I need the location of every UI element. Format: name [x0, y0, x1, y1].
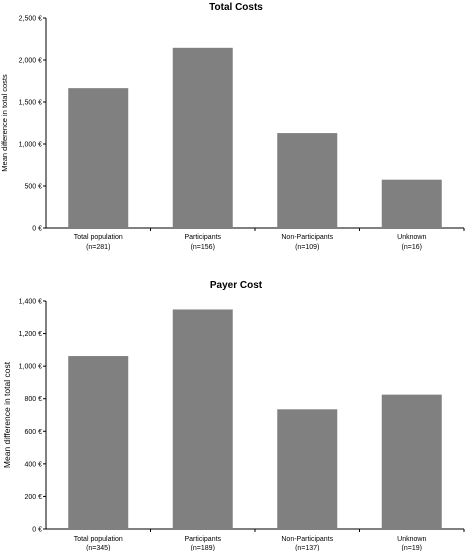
bar-unknown [381, 179, 442, 228]
bar-total-population [68, 88, 129, 228]
x-tick-sublabel: (n=189) [191, 545, 215, 551]
x-tick-label: Unknown [397, 536, 426, 543]
bar-participants [172, 309, 233, 529]
x-tick-label: Non-Participants [281, 536, 333, 543]
y-tick-label: 2,000 € [19, 58, 42, 65]
chart-1: Total Costs Mean difference in total cost… [0, 2, 465, 251]
x-tick-label: Participants [184, 234, 221, 241]
x-tick-sublabel: (n=345) [86, 545, 110, 551]
bar-non-participants [277, 409, 338, 529]
y-tick-label: 1,400 € [19, 299, 42, 306]
y-tick-label: 800 € [24, 396, 42, 403]
y-tick-label: 600 € [24, 429, 42, 436]
y-tick-label: 200 € [24, 494, 42, 501]
x-tick-label: Total population [74, 234, 123, 241]
x-tick-label: Unknown [397, 234, 426, 241]
y-axis-label: Mean difference in total costs [0, 74, 9, 172]
x-tick-sublabel: (n=137) [295, 545, 319, 551]
y-tick-label: 1,200 € [19, 331, 42, 338]
y-tick-label: 0 € [32, 527, 42, 534]
x-tick-sublabel: (n=281) [86, 244, 110, 251]
x-tick-sublabel: (n=16) [402, 244, 422, 251]
y-tick-label: 1,000 € [19, 142, 42, 149]
x-tick-label: Total population [74, 536, 123, 543]
y-axis-label: Mean difference in total cost [2, 361, 12, 468]
y-tick-label: 500 € [24, 184, 42, 191]
y-tick-label: 0 € [32, 226, 42, 233]
y-tick-label: 2,500 € [19, 16, 42, 23]
x-tick-label: Participants [184, 536, 221, 543]
bar-non-participants [277, 133, 338, 228]
x-tick-sublabel: (n=19) [402, 545, 422, 551]
chart-2: Payer Cost Mean difference in total cost 0… [2, 280, 465, 551]
x-tick-sublabel: (n=109) [295, 244, 319, 251]
bar-participants [172, 47, 233, 228]
bar-total-population [68, 356, 129, 529]
x-tick-sublabel: (n=156) [191, 244, 215, 251]
bar-unknown [381, 394, 442, 529]
y-tick-label: 1,500 € [19, 100, 42, 107]
y-tick-label: 400 € [24, 461, 42, 468]
chart-title: Total Costs [209, 2, 263, 13]
x-tick-label: Non-Participants [281, 234, 333, 241]
y-tick-label: 1,000 € [19, 364, 42, 371]
chart-title: Payer Cost [210, 280, 263, 291]
